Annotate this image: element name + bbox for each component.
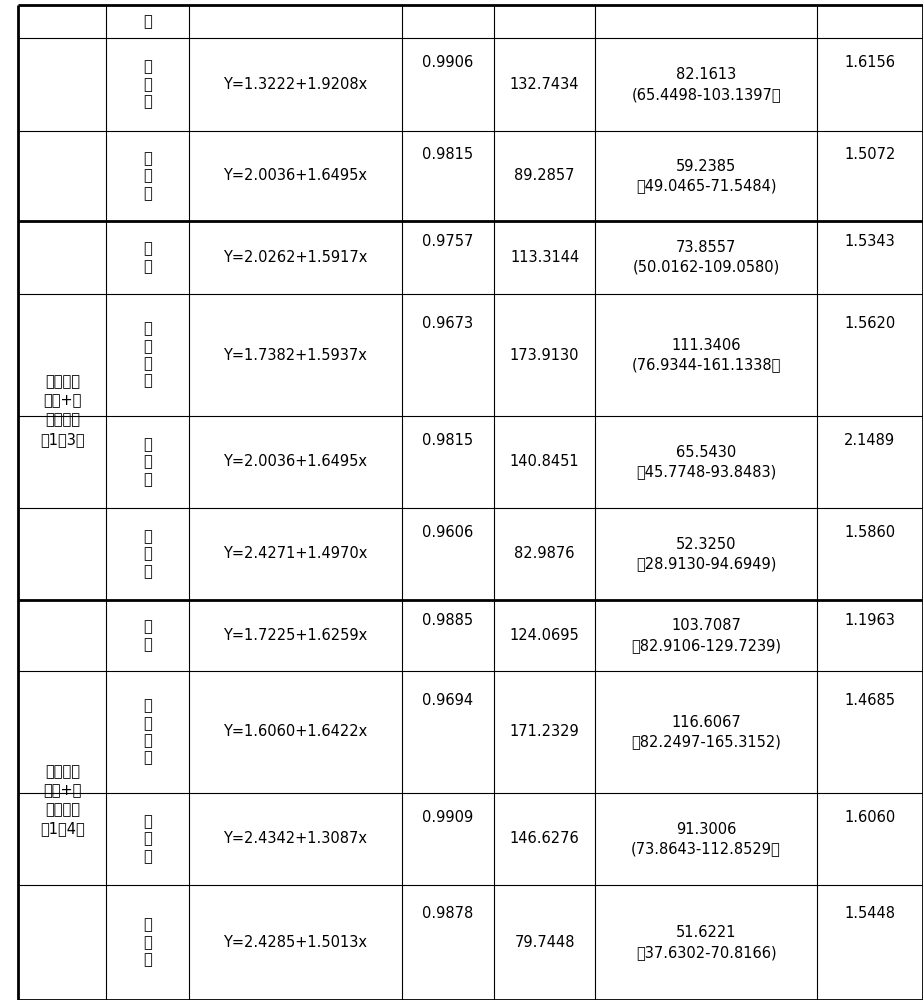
- Text: 0.9885: 0.9885: [422, 613, 473, 628]
- Text: 73.8557
(50.0162-109.0580): 73.8557 (50.0162-109.0580): [632, 240, 780, 275]
- Text: Y=2.4285+1.5013x: Y=2.4285+1.5013x: [223, 935, 367, 950]
- Text: 0.9815: 0.9815: [422, 433, 473, 448]
- Text: Y=1.7382+1.5937x: Y=1.7382+1.5937x: [223, 348, 367, 362]
- Text: 2.1489: 2.1489: [845, 433, 895, 448]
- Text: 51.6221
（37.6302-70.8166): 51.6221 （37.6302-70.8166): [636, 925, 776, 960]
- Text: 鸭
舌
草: 鸭 舌 草: [143, 814, 152, 864]
- Text: 173.9130: 173.9130: [509, 348, 580, 362]
- Text: Y=2.4342+1.3087x: Y=2.4342+1.3087x: [223, 831, 367, 846]
- Text: 千
金
子: 千 金 子: [143, 529, 152, 579]
- Text: Y=1.3222+1.9208x: Y=1.3222+1.9208x: [223, 77, 367, 92]
- Text: 59.2385
（49.0465-71.5484): 59.2385 （49.0465-71.5484): [636, 159, 776, 193]
- Text: 79.7448: 79.7448: [514, 935, 575, 950]
- Text: 异
型
莎
草: 异 型 莎 草: [143, 321, 152, 389]
- Text: 1.5860: 1.5860: [845, 525, 895, 540]
- Text: 91.3006
(73.8643-112.8529）: 91.3006 (73.8643-112.8529）: [631, 822, 781, 856]
- Text: 草: 草: [143, 14, 152, 29]
- Text: Y=2.4271+1.4970x: Y=2.4271+1.4970x: [223, 546, 367, 561]
- Text: 1.5072: 1.5072: [845, 147, 895, 162]
- Text: 0.9694: 0.9694: [422, 693, 473, 708]
- Text: 0.9606: 0.9606: [422, 525, 473, 540]
- Text: 171.2329: 171.2329: [509, 724, 580, 739]
- Text: 140.8451: 140.8451: [509, 454, 580, 469]
- Text: 82.1613
(65.4498-103.1397）: 82.1613 (65.4498-103.1397）: [631, 67, 781, 102]
- Text: 103.7087
（82.9106-129.7239): 103.7087 （82.9106-129.7239): [631, 618, 781, 653]
- Text: 稗
草: 稗 草: [143, 241, 152, 274]
- Text: 1.1963: 1.1963: [845, 613, 895, 628]
- Text: 132.7434: 132.7434: [509, 77, 580, 92]
- Text: 0.9815: 0.9815: [422, 147, 473, 162]
- Text: 1.4685: 1.4685: [845, 693, 895, 708]
- Text: Y=2.0036+1.6495x: Y=2.0036+1.6495x: [223, 168, 367, 183]
- Text: 二氯（灭
草松+氰
氟草酯）
（1：3）: 二氯（灭 草松+氰 氟草酯） （1：3）: [40, 374, 85, 447]
- Text: 0.9909: 0.9909: [422, 810, 473, 825]
- Text: 千
金
子: 千 金 子: [143, 918, 152, 967]
- Text: Y=2.0036+1.6495x: Y=2.0036+1.6495x: [223, 454, 367, 469]
- Text: 1.5620: 1.5620: [845, 316, 895, 331]
- Text: 二氯（灭
草松+氰
氟草酯）
（1：4）: 二氯（灭 草松+氰 氟草酯） （1：4）: [40, 764, 85, 836]
- Text: 1.6060: 1.6060: [845, 810, 895, 825]
- Text: 千
金
子: 千 金 子: [143, 151, 152, 201]
- Text: 鸭
舌
草: 鸭 舌 草: [143, 437, 152, 487]
- Text: 89.2857: 89.2857: [514, 168, 575, 183]
- Text: 116.6067
（82.2497-165.3152): 116.6067 （82.2497-165.3152): [631, 715, 781, 749]
- Text: 0.9757: 0.9757: [422, 234, 473, 249]
- Text: 1.6156: 1.6156: [845, 55, 895, 70]
- Text: 146.6276: 146.6276: [509, 831, 580, 846]
- Text: Y=1.7225+1.6259x: Y=1.7225+1.6259x: [223, 628, 367, 643]
- Text: 111.3406
(76.9344-161.1338）: 111.3406 (76.9344-161.1338）: [631, 338, 781, 372]
- Text: 异
型
莎
草: 异 型 莎 草: [143, 698, 152, 766]
- Text: 124.0695: 124.0695: [509, 628, 580, 643]
- Text: Y=2.0262+1.5917x: Y=2.0262+1.5917x: [223, 250, 367, 265]
- Text: 1.5448: 1.5448: [845, 906, 895, 921]
- Text: 鸭
舌
草: 鸭 舌 草: [143, 60, 152, 109]
- Text: 65.5430
（45.7748-93.8483): 65.5430 （45.7748-93.8483): [636, 445, 776, 479]
- Text: 0.9878: 0.9878: [422, 906, 473, 921]
- Text: 稗
草: 稗 草: [143, 619, 152, 652]
- Text: 113.3144: 113.3144: [509, 250, 580, 265]
- Text: 82.9876: 82.9876: [514, 546, 575, 561]
- Text: Y=1.6060+1.6422x: Y=1.6060+1.6422x: [223, 724, 367, 739]
- Text: 0.9906: 0.9906: [422, 55, 473, 70]
- Text: 0.9673: 0.9673: [422, 316, 473, 331]
- Text: 1.5343: 1.5343: [845, 234, 895, 249]
- Text: 52.3250
（28.9130-94.6949): 52.3250 （28.9130-94.6949): [636, 537, 776, 571]
